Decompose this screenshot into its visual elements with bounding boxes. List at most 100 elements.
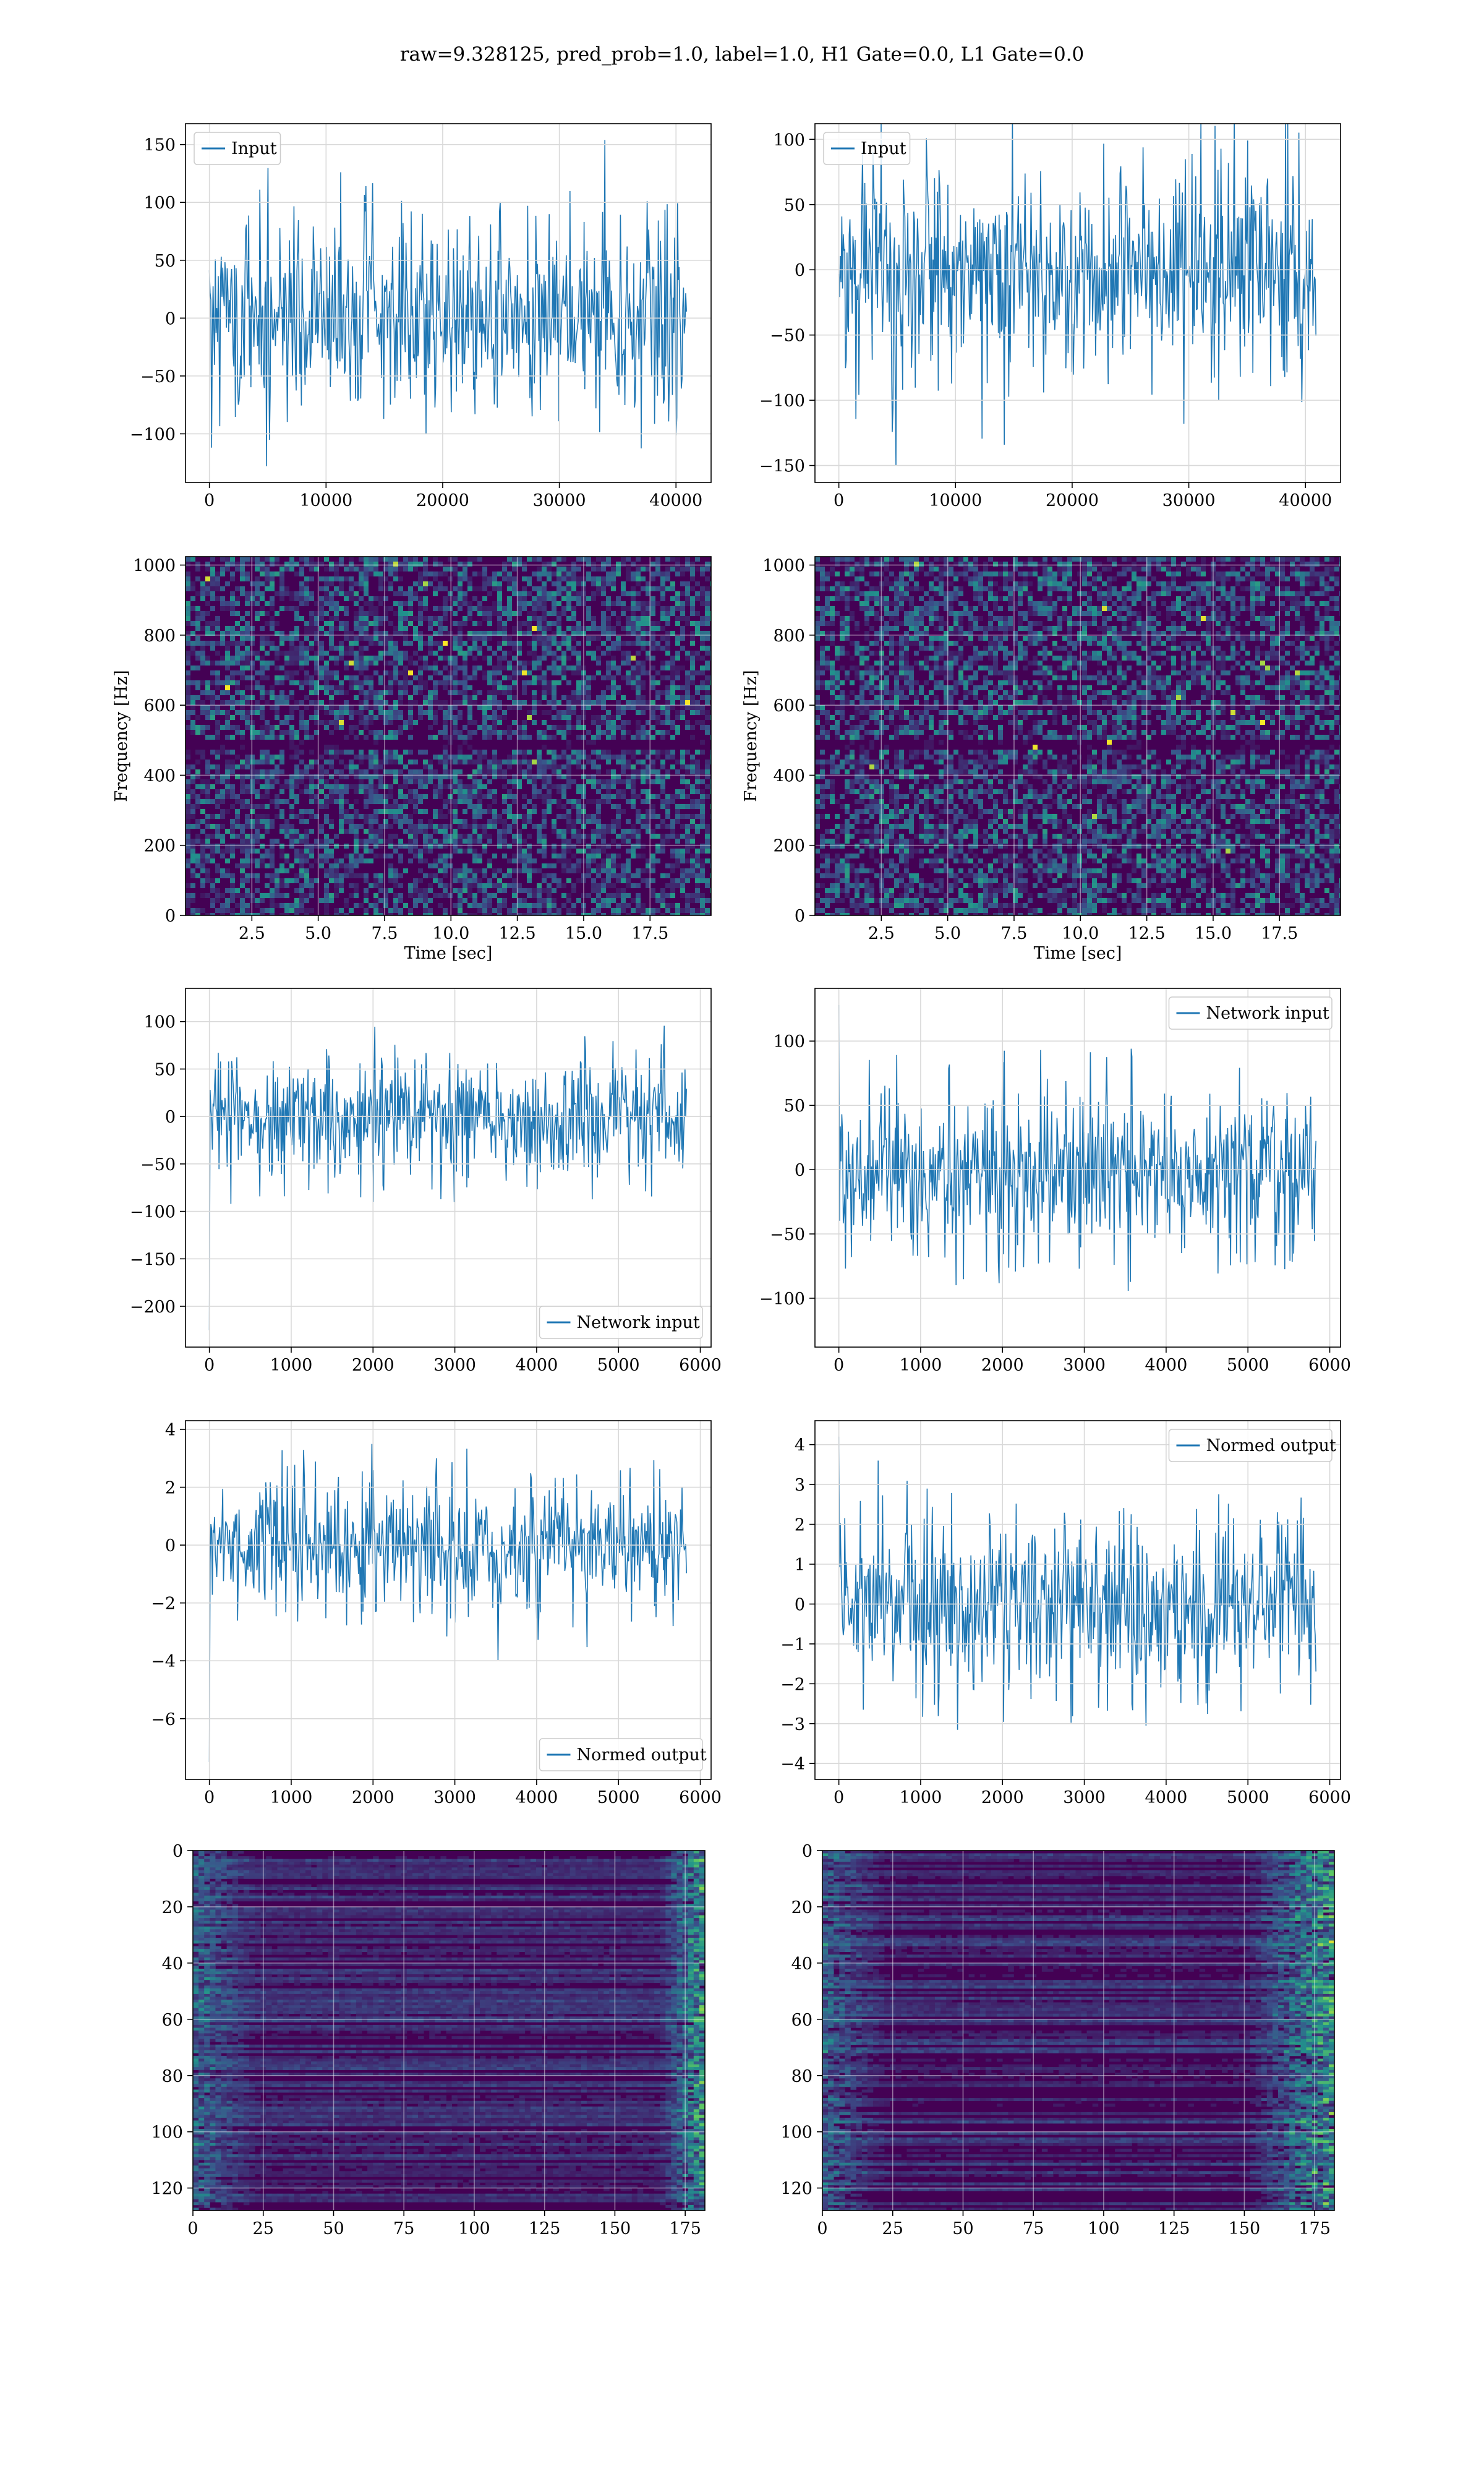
y-tick-label: −100 [130, 1203, 176, 1222]
y-tick-label: 40 [791, 1954, 812, 1974]
axes-frame [192, 1850, 706, 2211]
y-axis-label: Frequency [Hz] [741, 670, 761, 802]
x-tick-label: 17.5 [1261, 924, 1298, 943]
x-tick-label: 4000 [516, 1788, 558, 1807]
x-tick-label: 150 [599, 2219, 631, 2238]
y-tick-label: 120 [151, 2180, 183, 2199]
y-tick-label: −1 [780, 1635, 805, 1654]
x-tick-label: 0 [834, 491, 844, 510]
series-line [208, 1444, 687, 1762]
chart-norm-h1: 0 1000 2000 3000 4000 5000 6000 −6 −4 −2 0 2 4 Normed… [151, 1420, 722, 1807]
y-tick-label: 3 [795, 1476, 805, 1495]
x-axis-label: Time [sec] [404, 944, 493, 963]
x-tick-label: 17.5 [631, 924, 668, 943]
axes-frame [814, 1420, 1341, 1780]
y-tick-label: 150 [143, 136, 176, 155]
x-tick-label: 150 [1229, 2219, 1261, 2238]
chart-net-h1: 0 1000 2000 3000 4000 5000 6000−200−150−100−50… [130, 988, 722, 1375]
y-tick-label: 50 [784, 196, 805, 215]
series-line [838, 124, 1316, 466]
x-tick-label: 5000 [1227, 1356, 1269, 1375]
x-tick-label: 1000 [900, 1356, 942, 1375]
x-tick-label: 1000 [900, 1788, 942, 1807]
y-tick-label: 400 [773, 766, 805, 785]
y-tick-label: 80 [162, 2067, 183, 2086]
figure-title: raw=9.328125, pred_prob=1.0, label=1.0, … [0, 43, 1484, 66]
x-tick-label: 2000 [352, 1788, 394, 1807]
chart-input-l1: 0 10000 20000 30000 40000 −150 −100 −50 0 50 100 In… [759, 123, 1341, 510]
x-tick-label: 10.0 [432, 924, 469, 943]
plot-area [815, 557, 1341, 915]
x-tick-label: 3000 [433, 1356, 476, 1375]
plot-area [838, 1436, 1316, 1730]
x-tick-label: 5000 [597, 1788, 640, 1807]
y-tick-label: 0 [165, 907, 176, 926]
y-tick-label: 0 [173, 1842, 183, 1861]
x-tick-label: 100 [1088, 2219, 1120, 2238]
chart-input-h1: 0 10000 20000 30000 40000 −100 −50 0 50 100 150 Inp… [130, 123, 712, 510]
x-tick-label: 7.5 [1000, 924, 1027, 943]
x-tick-label: 3000 [1063, 1356, 1106, 1375]
y-tick-label: −50 [140, 367, 176, 387]
x-tick-label: 12.5 [499, 924, 536, 943]
y-tick-label: 800 [773, 627, 805, 646]
y-tick-label: 0 [795, 1161, 805, 1180]
chart-spec-l1: 2.5 5.0 7.5 10.0 12.5 15.0 17.5 0 200 400 600 800 10… [741, 556, 1341, 963]
y-tick-label: 0 [795, 261, 805, 280]
x-tick-label: 25 [253, 2219, 274, 2238]
y-tick-label: −4 [780, 1755, 805, 1774]
y-tick-label: 40 [162, 1954, 183, 1974]
y-tick-label: −50 [140, 1155, 176, 1175]
x-tick-label: 50 [952, 2219, 973, 2238]
legend: Normed output [1168, 1429, 1336, 1462]
x-tick-label: 30000 [533, 491, 586, 510]
y-tick-label: −150 [130, 1250, 176, 1269]
x-tick-label: 100 [458, 2219, 490, 2238]
axes-frame [185, 1420, 712, 1780]
x-tick-label: 7.5 [371, 924, 398, 943]
y-tick-label: 100 [151, 2123, 183, 2142]
y-tick-label: 100 [780, 2123, 812, 2142]
x-tick-label: 175 [669, 2219, 701, 2238]
y-tick-label: 600 [773, 696, 805, 716]
x-tick-label: 125 [1158, 2219, 1190, 2238]
x-tick-label: 0 [204, 1788, 215, 1807]
x-tick-label: 6000 [1308, 1356, 1351, 1375]
y-tick-label: −100 [130, 425, 176, 444]
plot-area [208, 1025, 687, 1330]
y-tick-label: −2 [151, 1594, 176, 1614]
x-tick-label: 0 [834, 1788, 844, 1807]
y-tick-label: 100 [773, 131, 805, 150]
y-tick-label: 50 [155, 252, 176, 271]
x-tick-label: 6000 [1308, 1788, 1351, 1807]
plot-area [822, 1851, 1334, 2211]
x-tick-label: 0 [187, 2219, 198, 2238]
y-tick-label: 50 [784, 1097, 805, 1116]
plot-area [838, 124, 1316, 466]
x-tick-label: 75 [1023, 2219, 1044, 2238]
x-tick-label: 25 [882, 2219, 903, 2238]
x-tick-label: 1000 [270, 1788, 313, 1807]
x-tick-label: 0 [204, 491, 215, 510]
x-tick-label: 20000 [1046, 491, 1099, 510]
legend: Network input [1168, 996, 1333, 1030]
x-axis-label: Time [sec] [1034, 944, 1122, 963]
axes-frame [814, 988, 1341, 1348]
chart-norm-l1: 0 1000 2000 3000 4000 5000 6000 −4 −3 −2 −1 0 1 2 3 4 No… [780, 1420, 1351, 1807]
legend-label: Network input [1206, 1004, 1329, 1023]
x-tick-label: 15.0 [565, 924, 602, 943]
y-tick-label: 80 [791, 2067, 812, 2086]
y-tick-label: 0 [795, 907, 805, 926]
plot-area [208, 140, 687, 466]
x-tick-label: 3000 [1063, 1788, 1106, 1807]
x-tick-label: 2000 [981, 1356, 1024, 1375]
legend-label: Input [861, 139, 906, 158]
series-line [208, 140, 687, 466]
x-tick-label: 5.0 [934, 924, 961, 943]
y-tick-label: 1000 [133, 557, 176, 576]
y-tick-label: −50 [770, 1225, 805, 1244]
x-tick-label: 0 [834, 1356, 844, 1375]
x-tick-label: 0 [204, 1356, 215, 1375]
x-tick-label: 125 [529, 2219, 561, 2238]
x-tick-label: 40000 [649, 491, 702, 510]
